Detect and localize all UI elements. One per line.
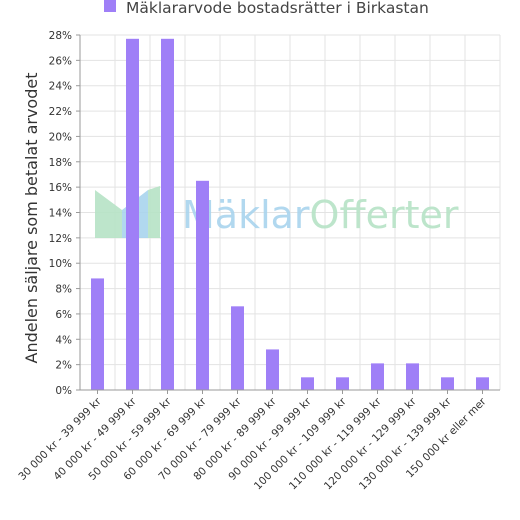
bars (91, 38, 489, 391)
y-tick-label: 28% (49, 30, 72, 42)
bar[interactable] (231, 306, 244, 390)
bar[interactable] (371, 363, 384, 390)
bar[interactable] (406, 363, 419, 390)
y-tick-label: 14% (49, 208, 72, 220)
axes (76, 34, 500, 394)
bar[interactable] (476, 377, 489, 390)
legend-swatch (104, 0, 116, 12)
bar[interactable] (91, 278, 104, 390)
y-tick-label: 2% (55, 360, 72, 372)
y-tick-label: 4% (55, 334, 72, 346)
y-tick-label: 10% (49, 258, 72, 270)
bar[interactable] (161, 38, 174, 391)
y-tick-label: 18% (49, 157, 72, 169)
bar[interactable] (126, 38, 139, 391)
bar[interactable] (266, 349, 279, 390)
y-tick-label: 20% (49, 131, 72, 143)
bar[interactable] (196, 180, 209, 390)
y-tick-label: 8% (55, 284, 72, 296)
y-tick-label: 6% (55, 309, 72, 321)
legend-label: Mäklararvode bostadsrätter i Birkastan (126, 0, 429, 17)
svg-text:MäklarOfferter: MäklarOfferter (182, 193, 459, 237)
y-tick-label: 16% (49, 182, 72, 194)
y-tick-labels: 0% 2% 4% 6% 8% 10% 12% 14% 16% 18% 20% 22% 24% 26% 28% (49, 30, 72, 397)
bar[interactable] (441, 377, 454, 390)
watermark-text-part2: Offerter (310, 193, 459, 237)
bar[interactable] (336, 377, 349, 390)
legend[interactable]: Mäklararvode bostadsrätter i Birkastan (104, 0, 429, 17)
y-tick-label: 0% (55, 385, 72, 397)
y-tick-label: 12% (49, 233, 72, 245)
y-tick-label: 22% (49, 106, 72, 118)
y-tick-label: 24% (49, 81, 72, 93)
y-tick-label: 26% (49, 55, 72, 67)
watermark: MäklarOfferter (95, 186, 459, 238)
y-axis-label: Andelen säljare som betalat arvodet (22, 73, 41, 364)
bar[interactable] (301, 377, 314, 390)
